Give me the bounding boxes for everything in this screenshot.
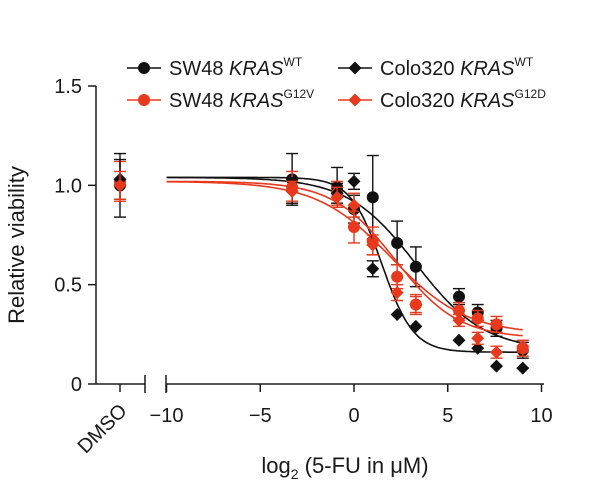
legend-marker (138, 94, 150, 106)
data-point (409, 298, 423, 312)
legend-label: SW48 KRASWT (169, 55, 303, 80)
fit-curve (166, 176, 523, 354)
data-point (390, 307, 404, 321)
y-tick-label: 1.5 (54, 76, 82, 98)
data-point (452, 313, 466, 327)
data-point (453, 304, 465, 317)
data-point (285, 184, 299, 198)
data-point (453, 290, 465, 303)
data-point (490, 359, 503, 373)
y-axis-title: Relative viability (4, 166, 29, 324)
data-point (409, 260, 422, 273)
data-point (366, 191, 379, 204)
legend-label: Colo320 KRASG12D (380, 87, 546, 112)
data-point (452, 333, 466, 347)
fit-curve (166, 176, 523, 344)
fit-curve (166, 180, 523, 337)
dmso-point (113, 178, 127, 192)
legend-marker (348, 93, 362, 107)
series-colo320-kras-g12d (113, 170, 530, 359)
data-point (391, 236, 404, 249)
data-point (516, 339, 530, 353)
legend-entry: Colo320 KRASG12D (338, 87, 546, 112)
series-sw48-kras-g12v (114, 160, 529, 357)
series-colo320-kras-wt (113, 158, 530, 375)
x-axis-title: log2 (5-FU in μM) (261, 453, 428, 482)
y-tick-label: 1.0 (54, 175, 82, 197)
legend-label: Colo320 KRASWT (380, 55, 534, 80)
legend-marker (138, 62, 150, 74)
legend-marker (348, 61, 362, 75)
data-point (490, 345, 503, 359)
data-point (366, 238, 380, 252)
data-point (471, 341, 485, 355)
data-point (347, 174, 361, 188)
data-point (366, 262, 380, 276)
data-point (347, 198, 361, 212)
data-point (391, 270, 404, 283)
data-point (471, 312, 484, 325)
dmso-label: DMSO (74, 400, 132, 458)
data-point (330, 190, 344, 204)
x-tick-label: −5 (249, 405, 272, 427)
series-sw48-kras-wt (114, 152, 529, 359)
data-point (390, 286, 404, 300)
x-tick-label: 10 (530, 405, 552, 427)
x-tick-label: 0 (348, 405, 359, 427)
fit-curve (166, 180, 523, 331)
y-tick-label: 0.5 (54, 275, 82, 297)
legend-entry: SW48 KRASWT (127, 55, 303, 80)
data-point (348, 221, 360, 234)
legend-label: SW48 KRASG12V (169, 87, 314, 112)
legend-entry: Colo320 KRASWT (338, 55, 534, 80)
y-tick-label: 0 (71, 374, 82, 396)
data-point (409, 319, 423, 333)
data-point (516, 361, 530, 375)
data-point (490, 318, 503, 331)
data-point (471, 331, 485, 345)
x-tick-label: 5 (442, 405, 453, 427)
x-tick-label: −10 (150, 405, 184, 427)
legend-entry: SW48 KRASG12V (127, 87, 314, 112)
